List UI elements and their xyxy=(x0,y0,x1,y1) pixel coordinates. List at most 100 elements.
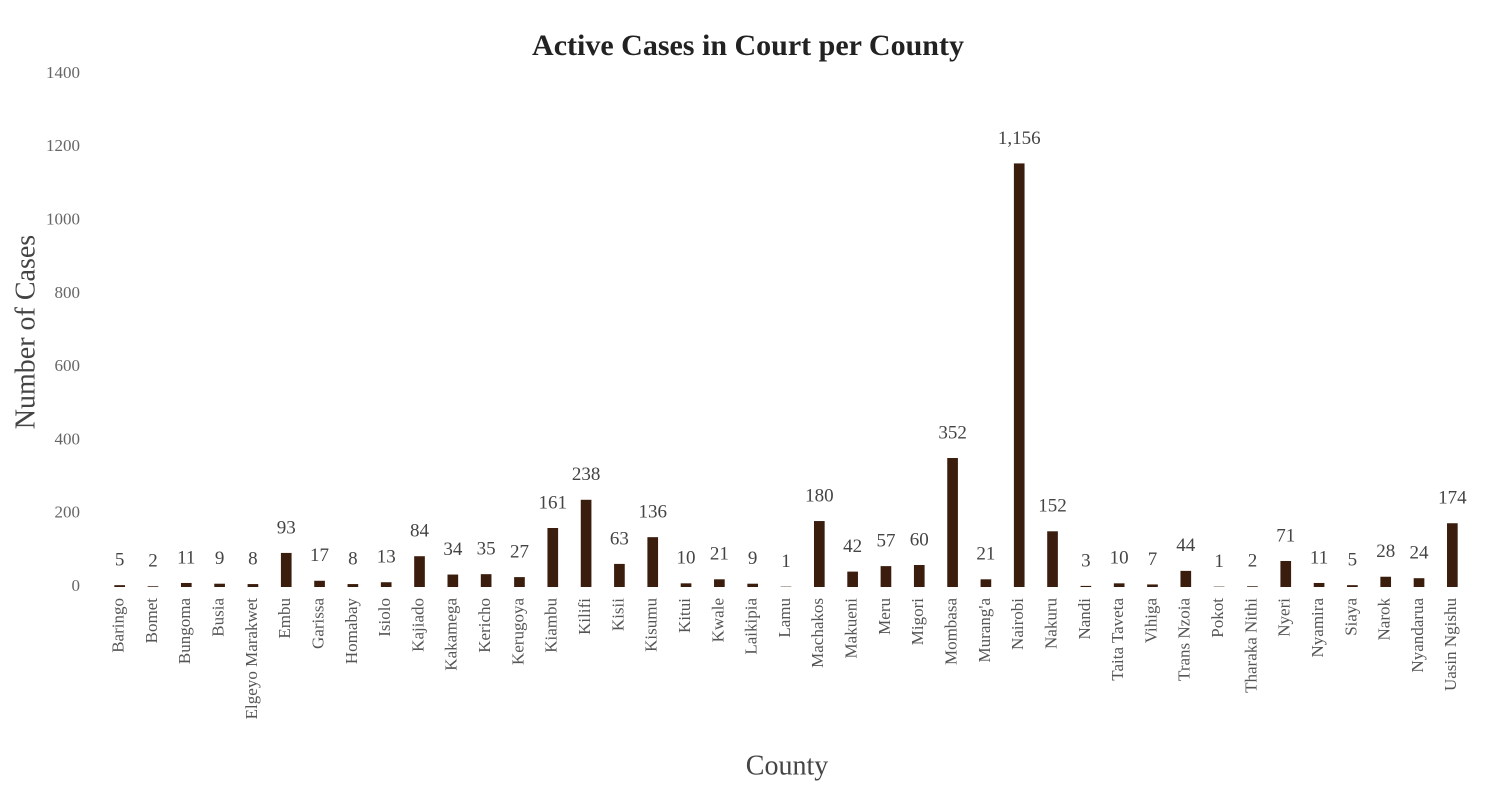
bar xyxy=(747,583,759,587)
value-label: 17 xyxy=(310,545,329,566)
y-tick-label: 600 xyxy=(55,356,81,375)
bar xyxy=(1413,578,1425,587)
y-tick-label: 0 xyxy=(72,576,81,595)
bar xyxy=(1347,585,1358,587)
y-tick-label: 200 xyxy=(55,503,81,522)
bar xyxy=(913,565,925,587)
bar xyxy=(1147,584,1158,587)
bar xyxy=(1447,523,1458,587)
bar xyxy=(580,499,592,587)
value-label: 24 xyxy=(1410,543,1430,564)
value-label: 2 xyxy=(1248,551,1258,572)
value-label: 180 xyxy=(805,485,834,506)
value-label: 71 xyxy=(1276,525,1295,546)
x-tick-label: Machakos xyxy=(808,598,827,668)
value-label: 21 xyxy=(710,544,729,565)
bar xyxy=(847,571,858,587)
x-tick-label: Kisumu xyxy=(642,598,661,652)
bar xyxy=(1013,163,1025,587)
value-label: 174 xyxy=(1438,488,1467,509)
value-label: 84 xyxy=(410,521,430,542)
bar xyxy=(114,585,125,587)
x-tick-label: Pokot xyxy=(1208,598,1227,638)
x-tick-label: Nyeri xyxy=(1275,598,1294,637)
bar xyxy=(247,584,259,587)
x-tick-label: Murang'a xyxy=(975,598,994,663)
x-tick-label: Homabay xyxy=(342,598,361,665)
value-label: 5 xyxy=(1348,550,1358,571)
bar xyxy=(280,552,292,587)
x-tick-label: Nakuru xyxy=(1041,598,1060,649)
value-label: 11 xyxy=(177,547,195,568)
bar xyxy=(447,574,459,587)
value-label: 7 xyxy=(1148,549,1158,570)
x-tick-label: Garissa xyxy=(308,598,327,649)
value-label: 161 xyxy=(539,492,568,513)
x-tick-label: Vihiga xyxy=(1141,598,1160,644)
value-label: 1 xyxy=(781,551,791,572)
y-tick-label: 1400 xyxy=(46,63,80,82)
x-tick-label: Mombasa xyxy=(941,598,960,666)
x-tick-label: Nandi xyxy=(1075,598,1094,640)
y-tick-label: 800 xyxy=(55,283,81,302)
bar xyxy=(1047,531,1058,587)
value-label: 60 xyxy=(910,529,929,550)
x-tick-label: Uasin Ngishu xyxy=(1441,598,1460,692)
x-tick-label: Narok xyxy=(1375,598,1394,641)
value-label: 1,156 xyxy=(998,128,1041,149)
value-label: 28 xyxy=(1376,541,1395,562)
value-label: 34 xyxy=(443,539,463,560)
value-label: 352 xyxy=(938,422,967,443)
x-tick-label: Embu xyxy=(275,598,294,639)
value-label: 63 xyxy=(610,528,629,549)
value-label: 5 xyxy=(115,550,125,571)
bar xyxy=(1180,570,1192,587)
bar xyxy=(714,579,725,587)
y-tick-label: 1200 xyxy=(46,136,80,155)
value-label: 57 xyxy=(876,530,895,551)
x-tick-label: Baringo xyxy=(109,598,128,653)
x-tick-label: Kajiado xyxy=(408,598,427,652)
bar xyxy=(380,582,392,587)
bar xyxy=(1247,586,1258,587)
x-tick-label: Bomet xyxy=(142,598,161,644)
bar xyxy=(1280,560,1292,587)
value-label: 9 xyxy=(748,548,758,569)
bar xyxy=(980,579,992,587)
x-tick-label: Siaya xyxy=(1341,598,1360,636)
bar xyxy=(813,521,825,587)
x-tick-label: Busia xyxy=(209,598,228,637)
bar xyxy=(1113,583,1125,587)
value-label: 8 xyxy=(348,548,358,569)
x-tick-label: Elgeyo Marakwet xyxy=(242,598,261,720)
value-label: 42 xyxy=(843,536,862,557)
x-tick-label: Laikipia xyxy=(742,598,761,655)
value-label: 10 xyxy=(1110,548,1129,569)
x-tick-label: Bungoma xyxy=(175,598,194,665)
value-label: 8 xyxy=(248,548,258,569)
bar xyxy=(314,580,325,587)
x-tick-label: Kericho xyxy=(475,598,494,653)
value-label: 35 xyxy=(477,539,496,560)
x-tick-label: Kerugoya xyxy=(508,598,527,665)
x-tick-label: Trans Nzoia xyxy=(1175,598,1194,681)
value-label: 9 xyxy=(215,548,225,569)
bar xyxy=(180,582,192,587)
value-label: 93 xyxy=(277,517,296,538)
x-tick-label: Tharaka Nithi xyxy=(1241,598,1260,693)
bar xyxy=(1080,585,1092,587)
value-label: 3 xyxy=(1081,550,1091,571)
x-tick-label: Nyamira xyxy=(1308,598,1327,658)
x-tick-label: Migori xyxy=(908,598,927,646)
x-axis-label: County xyxy=(746,750,828,781)
x-tick-label: Kilifi xyxy=(575,598,594,635)
bar xyxy=(947,458,958,587)
y-axis-label: Number of Cases xyxy=(10,235,41,429)
bar xyxy=(347,584,359,587)
x-tick-label: Kisii xyxy=(608,598,627,631)
y-tick-label: 400 xyxy=(55,429,81,448)
bar xyxy=(214,583,225,587)
bar xyxy=(880,566,892,587)
